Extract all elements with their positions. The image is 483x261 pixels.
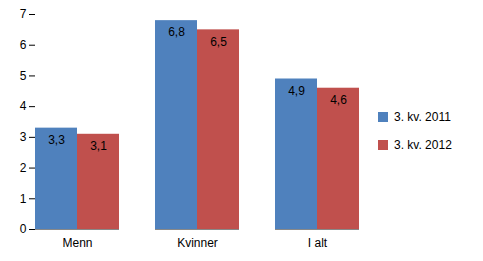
svg-text:1: 1	[20, 192, 27, 206]
svg-text:0: 0	[20, 222, 27, 236]
svg-text:7: 7	[20, 7, 27, 21]
svg-text:4,9: 4,9	[288, 84, 305, 98]
svg-text:4,6: 4,6	[330, 93, 347, 107]
svg-text:3,3: 3,3	[48, 133, 65, 147]
svg-text:6: 6	[20, 38, 27, 52]
svg-text:6,5: 6,5	[210, 35, 227, 49]
svg-text:3: 3	[20, 130, 27, 144]
svg-text:4: 4	[20, 99, 27, 113]
html-text:3. kv. 2012: 3. kv. 2012	[394, 137, 452, 152]
svg-text:2: 2	[20, 161, 27, 175]
svg-text:Menn: Menn	[62, 236, 92, 250]
svg-text:5: 5	[20, 69, 27, 83]
html-text:3. kv. 2011: 3. kv. 2011	[394, 109, 451, 124]
svg-text:I alt: I alt	[308, 236, 328, 250]
svg-text:Kvinner: Kvinner	[177, 236, 218, 250]
svg-text:6,8: 6,8	[168, 25, 185, 39]
svg-text:3,1: 3,1	[90, 139, 107, 153]
